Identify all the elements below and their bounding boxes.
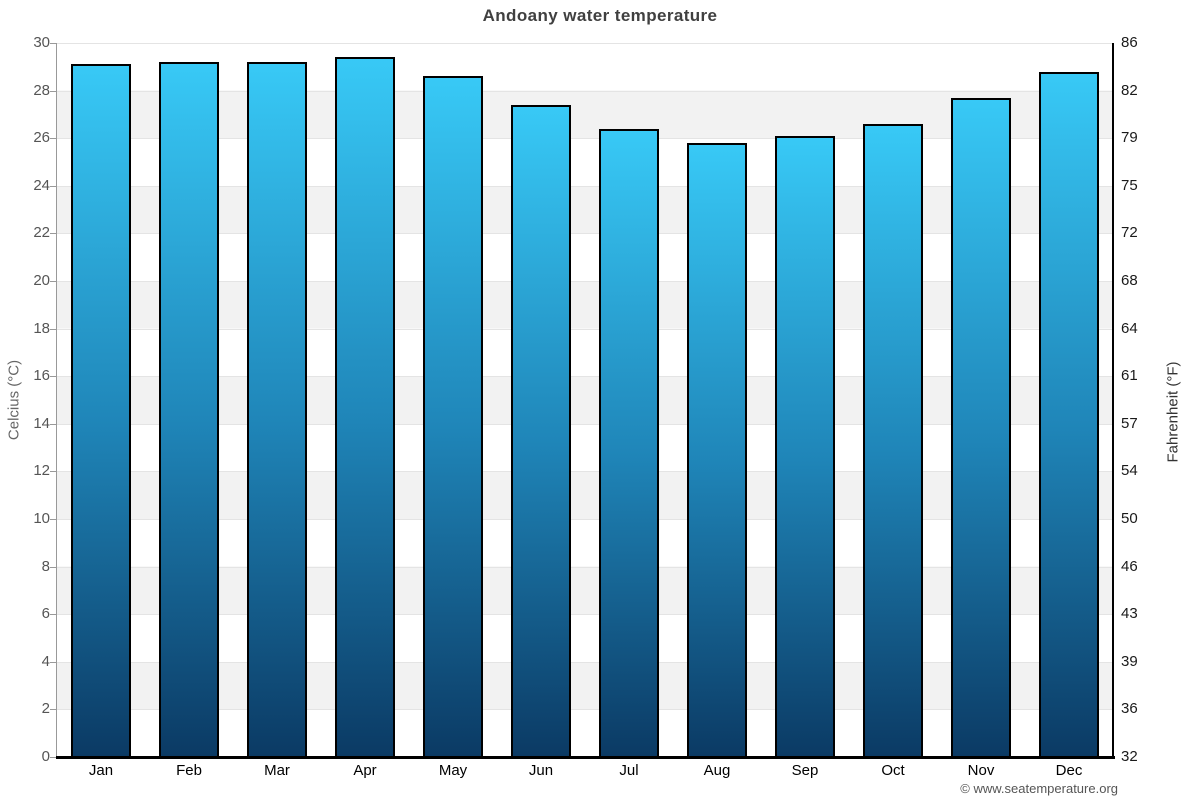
celsius-tick-mark	[50, 757, 56, 758]
celsius-tick-mark	[50, 328, 56, 330]
celsius-tick-mark	[50, 471, 56, 473]
celsius-tick-label: 30	[33, 34, 50, 51]
bar-mar[interactable]	[247, 62, 307, 757]
celsius-tick-label: 20	[33, 272, 50, 289]
gridline	[57, 566, 1113, 568]
bar-jun[interactable]	[511, 104, 571, 757]
fahrenheit-tick-label: 57	[1121, 414, 1138, 432]
celsius-tick-label: 18	[33, 319, 50, 337]
celsius-tick-mark	[50, 43, 56, 44]
gridline	[57, 471, 1113, 473]
month-label-mar: Mar	[264, 762, 290, 779]
bar-sep[interactable]	[775, 135, 835, 757]
gridline	[57, 185, 1113, 187]
fahrenheit-tick-label: 79	[1121, 129, 1138, 147]
gridline	[57, 138, 1113, 140]
fahrenheit-tick-label: 61	[1121, 367, 1138, 385]
gridline	[57, 281, 1113, 282]
celsius-tick-mark	[50, 233, 56, 235]
month-label-oct: Oct	[881, 762, 905, 779]
month-label-aug: Aug	[703, 762, 731, 779]
month-label-feb: Feb	[176, 762, 202, 779]
celsius-tick-label: 22	[33, 224, 50, 242]
celsius-tick-label: 8	[41, 557, 50, 575]
celsius-tick-mark	[50, 566, 56, 568]
celsius-tick-label: 12	[33, 462, 50, 480]
gridline	[57, 423, 1113, 425]
fahrenheit-tick-label: 46	[1121, 557, 1138, 575]
celsius-tick-label: 4	[41, 652, 50, 670]
plot-area	[57, 43, 1113, 757]
celsius-tick-label: 14	[33, 414, 50, 432]
month-label-dec: Dec	[1055, 762, 1083, 779]
bar-dec[interactable]	[1039, 71, 1099, 757]
celsius-tick-mark	[50, 138, 56, 140]
fahrenheit-tick-label: 39	[1121, 652, 1138, 670]
celsius-tick-label: 10	[33, 510, 50, 527]
gridline	[57, 709, 1113, 711]
gridline	[57, 328, 1113, 330]
celsius-tick-label: 26	[33, 129, 50, 147]
celsius-tick-mark	[50, 423, 56, 425]
bar-apr[interactable]	[335, 57, 395, 757]
bar-nov[interactable]	[951, 97, 1011, 757]
bar-jul[interactable]	[599, 128, 659, 757]
month-label-apr: Apr	[353, 762, 377, 779]
gridline	[57, 233, 1113, 235]
celsius-tick-mark	[50, 90, 56, 92]
fahrenheit-tick-label: 50	[1121, 510, 1138, 527]
month-label-sep: Sep	[791, 762, 819, 779]
bar-feb[interactable]	[159, 62, 219, 757]
fahrenheit-tick-label: 54	[1121, 462, 1138, 480]
month-label-nov: Nov	[967, 762, 995, 779]
bar-aug[interactable]	[687, 142, 747, 757]
celsius-tick-mark	[50, 281, 56, 282]
gridline	[57, 519, 1113, 520]
month-label-jun: Jun	[528, 762, 554, 779]
month-label-jan: Jan	[88, 762, 114, 779]
celsius-tick-label: 0	[41, 748, 50, 765]
fahrenheit-tick-label: 82	[1121, 81, 1138, 99]
right-axis-line	[1112, 43, 1114, 757]
copyright-text: © www.seatemperature.org	[960, 781, 1118, 796]
celsius-tick-mark	[50, 614, 56, 616]
fahrenheit-tick-label: 72	[1121, 224, 1138, 242]
fahrenheit-tick-label: 86	[1121, 34, 1138, 51]
gridline	[57, 43, 1113, 44]
bar-oct[interactable]	[863, 123, 923, 757]
month-label-may: May	[438, 762, 468, 779]
celsius-tick-label: 28	[33, 81, 50, 99]
celsius-tick-label: 6	[41, 605, 50, 623]
fahrenheit-tick-label: 36	[1121, 700, 1138, 718]
celsius-tick-mark	[50, 376, 56, 378]
fahrenheit-tick-label: 32	[1121, 748, 1138, 765]
celsius-tick-label: 24	[33, 176, 50, 194]
month-label-jul: Jul	[619, 762, 639, 779]
celsius-tick-label: 16	[33, 367, 50, 385]
fahrenheit-tick-label: 75	[1121, 176, 1138, 194]
bar-may[interactable]	[423, 76, 483, 757]
gridline	[57, 661, 1113, 663]
fahrenheit-tick-label: 64	[1121, 319, 1138, 337]
bar-jan[interactable]	[71, 64, 131, 757]
gridline	[57, 90, 1113, 92]
celsius-tick-label: 2	[41, 700, 50, 718]
celsius-tick-mark	[50, 661, 56, 663]
left-axis-line	[56, 43, 57, 757]
gridline	[57, 376, 1113, 378]
chart-title: Andoany water temperature	[482, 6, 718, 25]
fahrenheit-tick-label: 43	[1121, 605, 1138, 623]
gridline	[57, 614, 1113, 616]
celsius-axis-title: Celcius (°C)	[5, 359, 23, 441]
x-axis-line	[56, 756, 1115, 759]
fahrenheit-tick-label: 68	[1121, 272, 1138, 289]
celsius-tick-mark	[50, 185, 56, 187]
celsius-tick-mark	[50, 519, 56, 520]
fahrenheit-axis-title: Fahrenheit (°F)	[1164, 361, 1182, 463]
celsius-tick-mark	[50, 709, 56, 711]
